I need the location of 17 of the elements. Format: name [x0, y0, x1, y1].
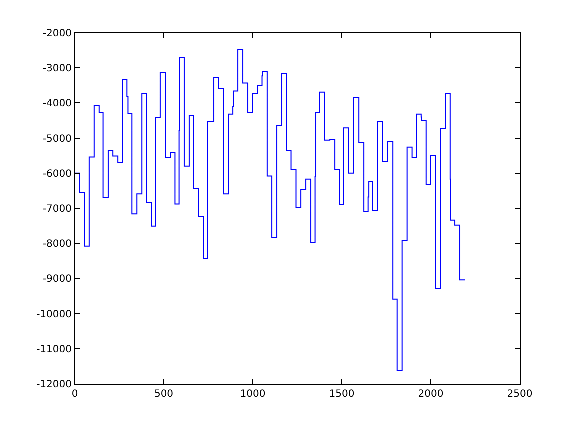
x-tick-label: 0 [72, 389, 78, 400]
y-tick-label: -10000 [36, 309, 72, 320]
x-tick-label: 1500 [329, 389, 355, 400]
x-tick-label: 2000 [418, 389, 444, 400]
y-tick-label: -11000 [36, 344, 72, 356]
y-tick-label: -2000 [42, 28, 72, 40]
y-tick-label: -7000 [42, 204, 72, 215]
y-tick-label: -12000 [36, 380, 72, 390]
x-tick-label: 2500 [507, 389, 533, 400]
x-tick-label: 1000 [240, 389, 266, 400]
y-tick-label: -5000 [42, 134, 72, 145]
y-tick-label: -6000 [42, 168, 72, 180]
x-tick-label: 500 [154, 389, 174, 400]
y-tick-label: -3000 [42, 64, 72, 75]
y-tick-label: -9000 [42, 274, 72, 286]
y-tick-label: -4000 [42, 98, 72, 110]
y-tick-label: -8000 [42, 239, 72, 250]
